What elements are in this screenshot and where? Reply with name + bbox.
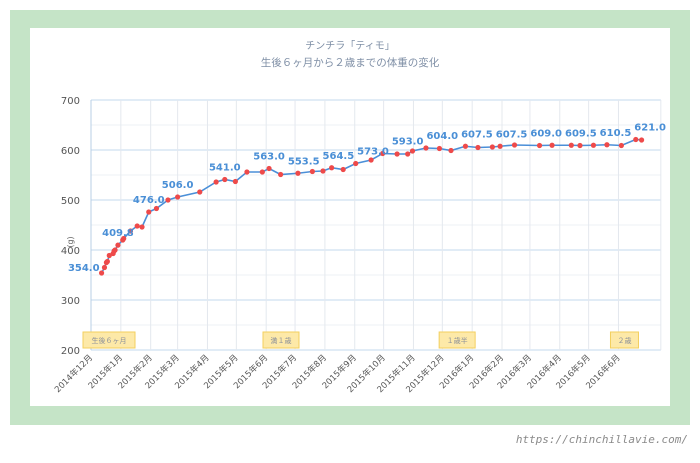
data-label: 573.0 xyxy=(357,147,389,158)
data-label: 593.0 xyxy=(392,137,424,148)
y-tick-label: 200 xyxy=(61,346,80,357)
data-point xyxy=(104,258,110,265)
data-point xyxy=(213,179,219,185)
data-label: 506.0 xyxy=(162,180,194,191)
data-point xyxy=(146,209,152,215)
annotation-label: 満１歳 xyxy=(270,336,291,345)
data-label: 354.0 xyxy=(68,263,100,274)
data-point xyxy=(353,160,359,167)
data-label: 409.8 xyxy=(102,228,134,239)
data-point xyxy=(380,150,386,157)
data-point xyxy=(101,264,108,271)
data-point xyxy=(536,142,543,149)
data-point xyxy=(309,168,315,175)
data-point xyxy=(259,169,265,175)
data-label: 553.5 xyxy=(288,156,320,167)
data-point xyxy=(222,176,228,183)
annotation-bg xyxy=(609,331,639,349)
data-point xyxy=(127,228,134,234)
data-point xyxy=(497,143,503,149)
data-point xyxy=(405,151,411,157)
data-point xyxy=(511,142,518,148)
data-point xyxy=(197,189,203,195)
data-point xyxy=(409,148,416,154)
data-point xyxy=(368,157,374,163)
data-label: 609.5 xyxy=(565,128,597,139)
data-point xyxy=(590,142,597,148)
data-point xyxy=(462,143,469,149)
data-point xyxy=(394,151,400,157)
annotation-box: １歳半 xyxy=(438,331,476,349)
data-point xyxy=(618,142,624,149)
y-tick-label: 500 xyxy=(61,196,80,207)
data-point xyxy=(320,168,326,174)
data-point xyxy=(165,197,171,203)
data-point xyxy=(121,235,127,242)
data-point xyxy=(153,205,160,212)
x-tick-label: 2014年12月 xyxy=(52,352,95,395)
annotation-label: 生後６ヶ月 xyxy=(92,336,127,345)
chart-panel xyxy=(30,28,670,406)
data-label: 609.0 xyxy=(530,129,562,140)
data-label: 564.5 xyxy=(323,151,355,162)
data-point xyxy=(604,142,610,148)
data-point xyxy=(139,224,145,230)
y-tick-label: 300 xyxy=(61,296,80,307)
y-axis-label: (g) xyxy=(66,236,75,247)
annotation-label: ２歳 xyxy=(617,336,631,345)
data-point xyxy=(244,169,250,175)
data-point xyxy=(329,165,335,171)
data-point xyxy=(266,165,272,172)
watermark: https://chinchillavie.com/ xyxy=(515,433,688,446)
data-label: 541.0 xyxy=(209,163,241,174)
data-point xyxy=(175,194,181,200)
y-tick-label: 400 xyxy=(61,246,80,257)
data-point xyxy=(112,247,118,253)
data-label: 610.5 xyxy=(600,128,632,139)
data-point xyxy=(115,242,121,248)
annotation-bg xyxy=(262,331,300,349)
data-point xyxy=(448,147,454,154)
data-label: 604.0 xyxy=(426,131,458,142)
annotation-box: ２歳 xyxy=(609,331,639,349)
data-point xyxy=(278,171,284,178)
data-point xyxy=(633,136,639,143)
data-point xyxy=(475,144,481,151)
data-point xyxy=(568,142,574,148)
chart-subtitle: 生後６ヶ月から２歳までの体重の変化 xyxy=(260,57,440,69)
data-point xyxy=(106,252,112,259)
annotation-bg xyxy=(438,331,476,349)
chart-title: チンチラ「ティモ」 xyxy=(305,41,395,52)
data-point xyxy=(423,145,429,151)
data-point xyxy=(232,178,238,185)
data-label: 476.0 xyxy=(133,195,165,206)
data-point xyxy=(436,145,443,152)
data-label: 607.5 xyxy=(461,129,493,140)
annotation-bg xyxy=(82,331,136,349)
annotation-box: 満１歳 xyxy=(262,331,300,349)
data-label: 563.0 xyxy=(253,152,285,163)
data-point xyxy=(134,223,140,229)
data-point xyxy=(489,144,495,150)
data-point xyxy=(549,142,555,148)
data-point xyxy=(340,166,346,173)
y-tick-label: 600 xyxy=(61,146,80,157)
data-point xyxy=(295,170,301,176)
data-point xyxy=(98,270,105,276)
data-label: 621.0 xyxy=(634,123,666,134)
y-tick-label: 700 xyxy=(61,96,80,107)
annotation-label: １歳半 xyxy=(447,336,468,345)
data-point xyxy=(577,142,583,149)
annotation-box: 生後６ヶ月 xyxy=(82,331,136,349)
data-point xyxy=(638,137,645,143)
data-label: 607.5 xyxy=(496,129,528,140)
